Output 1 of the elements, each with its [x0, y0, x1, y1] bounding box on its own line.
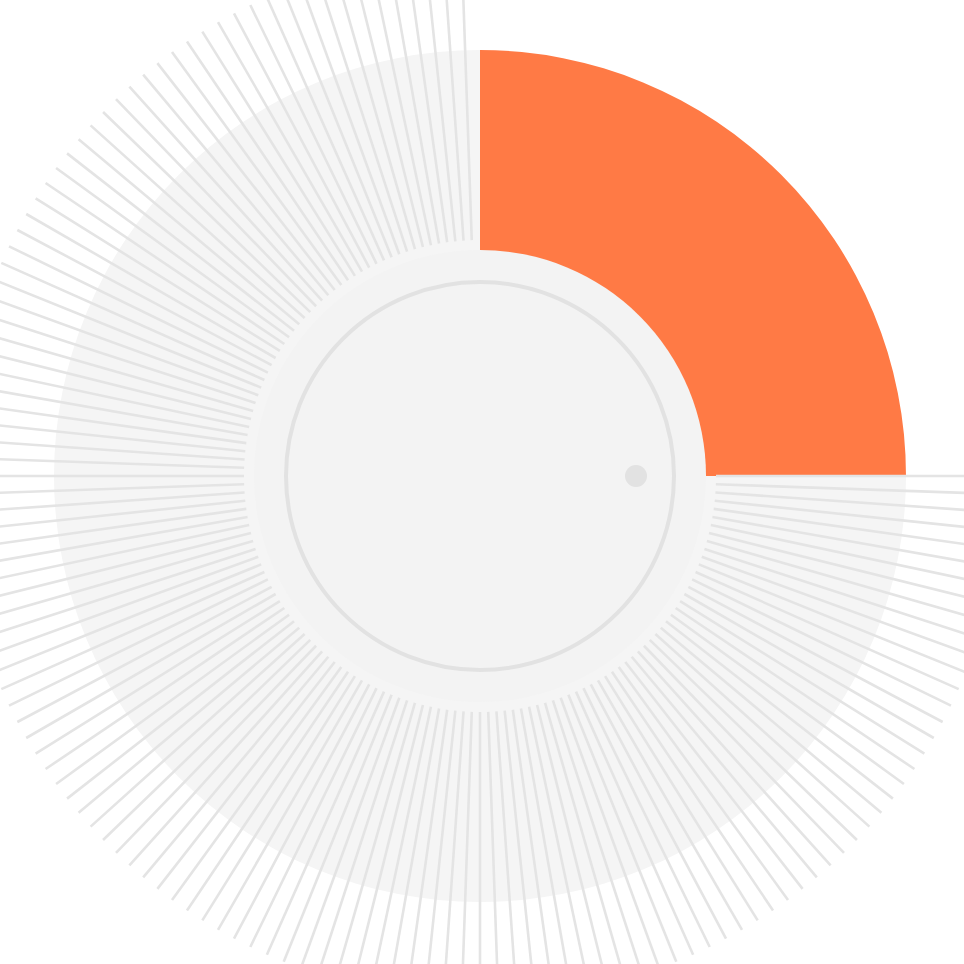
donut-slice — [480, 50, 906, 476]
